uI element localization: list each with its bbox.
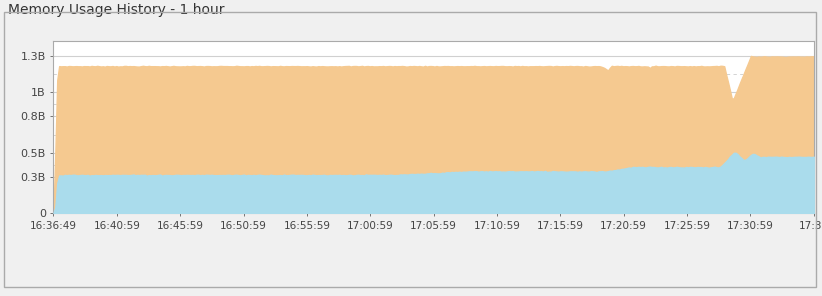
Text: Memory Usage History - 1 hour: Memory Usage History - 1 hour — [8, 3, 224, 17]
